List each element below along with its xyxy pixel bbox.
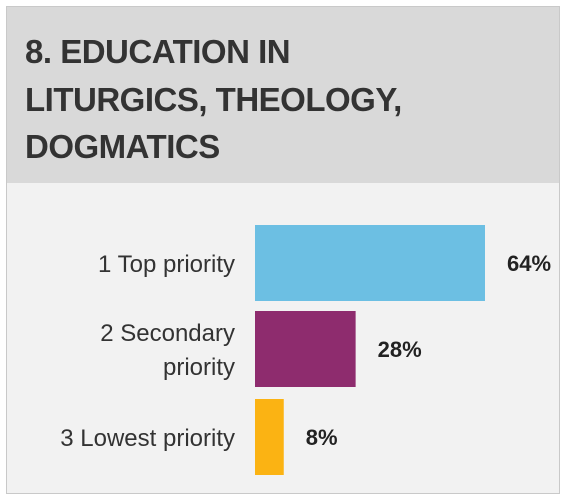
- chart-card: 8. EDUCATION IN LITURGICS, THEOLOGY, DOG…: [6, 6, 560, 494]
- chart-title-line-2: LITURGICS, THEOLOGY,: [25, 81, 402, 118]
- category-label-3: 3 Lowest priority: [60, 425, 235, 452]
- value-label-1: 64%: [507, 251, 551, 276]
- chart-title-line-1: 8. EDUCATION IN: [25, 33, 291, 70]
- value-label-2: 28%: [378, 337, 422, 362]
- value-label-3: 8%: [306, 425, 338, 450]
- chart-title-line-3: DOGMATICS: [25, 128, 220, 165]
- bar-3: [255, 399, 284, 475]
- bar-1: [255, 225, 485, 301]
- chart-header: 8. EDUCATION IN LITURGICS, THEOLOGY, DOG…: [7, 7, 559, 183]
- category-label-2: 2 Secondary priority: [100, 320, 235, 381]
- category-label-1: 1 Top priority: [98, 251, 235, 278]
- bar-chart: 64% 1 Top priority 28% 2 Secondary priority 8…: [60, 225, 551, 475]
- bar-2: [255, 311, 356, 387]
